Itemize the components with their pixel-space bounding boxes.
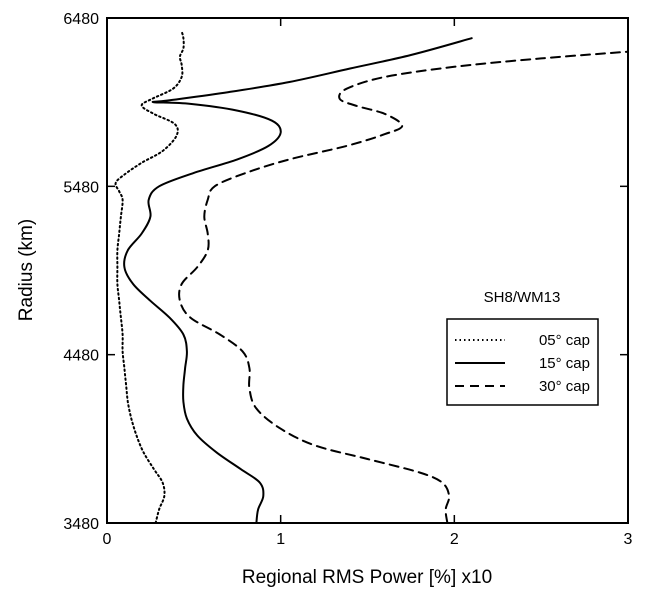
- series-line-15-cap: [124, 38, 472, 523]
- legend-label-30: 30° cap: [539, 378, 590, 395]
- y-tick-label: 5480: [63, 179, 99, 196]
- x-tick-label: 2: [450, 531, 459, 548]
- series-layer: [116, 32, 628, 524]
- legend-label-15: 15° cap: [539, 355, 590, 372]
- series-line-30-cap: [179, 52, 628, 523]
- legend: 05° cap 15° cap 30° cap: [447, 319, 598, 405]
- y-tick-label: 4480: [63, 348, 99, 365]
- series-line-05-cap: [116, 32, 184, 524]
- y-tick-label: 3480: [63, 516, 99, 533]
- tick-layer: 0 1 2 3 3480 4480 5480 6480: [63, 11, 632, 548]
- legend-label-05: 05° cap: [539, 332, 590, 349]
- x-tick-label: 1: [276, 531, 285, 548]
- x-tick-label: 3: [624, 531, 633, 548]
- legend-title: SH8/WM13: [484, 289, 561, 306]
- y-tick-label: 6480: [63, 11, 99, 28]
- y-axis-label: Radius (km): [16, 219, 37, 321]
- x-tick-label: 0: [103, 531, 112, 548]
- x-axis-label: Regional RMS Power [%] x10: [242, 567, 492, 588]
- plot-frame: [107, 18, 628, 523]
